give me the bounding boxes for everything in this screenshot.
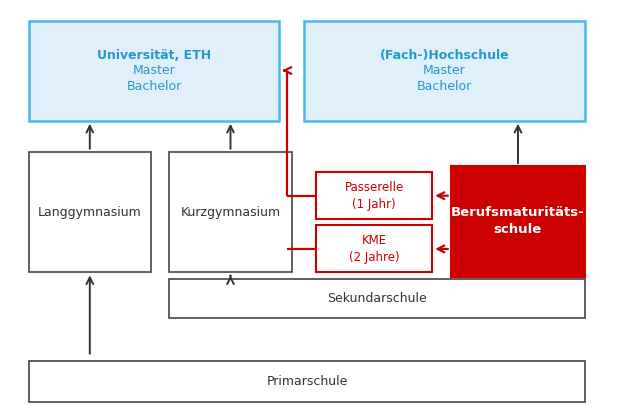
Text: Universität, ETH: Universität, ETH <box>97 48 211 62</box>
Bar <box>29 20 280 121</box>
Bar <box>304 20 585 121</box>
Text: (Fach-)Hochschule: (Fach-)Hochschule <box>380 48 510 62</box>
Text: Berufsmaturitäts-
schule: Berufsmaturitäts- schule <box>451 206 585 236</box>
Text: Langgymnasium: Langgymnasium <box>38 206 142 219</box>
Text: Sekundarschule: Sekundarschule <box>327 292 427 305</box>
Text: Bachelor: Bachelor <box>126 80 182 93</box>
Bar <box>316 172 432 219</box>
Bar <box>169 152 291 273</box>
Bar <box>29 152 151 273</box>
Text: Master: Master <box>423 64 466 77</box>
Bar <box>169 279 585 318</box>
Bar <box>316 225 432 273</box>
Bar <box>29 361 585 402</box>
Text: KME
(2 Jahre): KME (2 Jahre) <box>349 234 399 264</box>
Text: Passerelle
(1 Jahr): Passerelle (1 Jahr) <box>345 181 404 211</box>
Text: Primarschule: Primarschule <box>266 375 348 387</box>
Text: Master: Master <box>133 64 175 77</box>
Text: Bachelor: Bachelor <box>417 80 472 93</box>
Bar <box>451 166 585 277</box>
Text: Kurzgymnasium: Kurzgymnasium <box>180 206 280 219</box>
